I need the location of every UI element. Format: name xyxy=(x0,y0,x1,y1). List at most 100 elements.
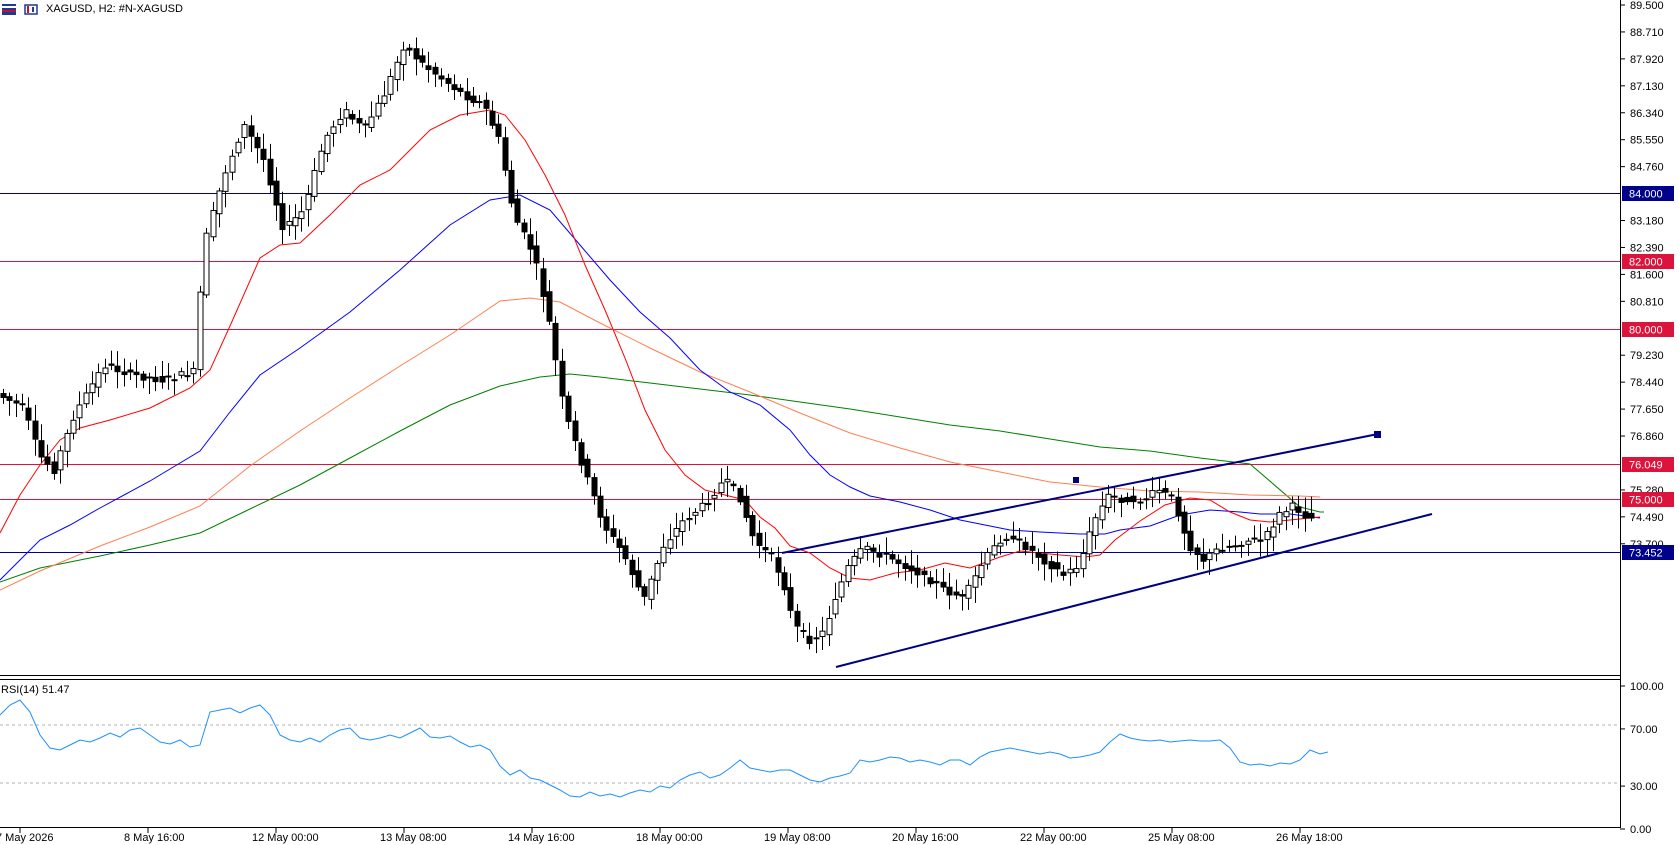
trend-channel[interactable] xyxy=(781,431,1433,668)
candle-body xyxy=(864,545,871,550)
candle-body xyxy=(241,124,248,138)
price-tick-label: 84.760 xyxy=(1630,162,1664,174)
candle-body xyxy=(616,538,623,548)
candle-body xyxy=(489,110,496,126)
candle-body xyxy=(44,456,51,465)
candle-body xyxy=(838,581,845,598)
price-tick-label: 86.340 xyxy=(1630,108,1664,120)
candle-body xyxy=(1073,568,1080,573)
candle-body xyxy=(1054,562,1061,570)
candle-body xyxy=(1251,537,1258,540)
candle-body xyxy=(400,49,407,66)
candle-body xyxy=(260,148,267,160)
candle-body xyxy=(787,587,794,611)
chart-type-icon[interactable] xyxy=(24,3,38,15)
candle-body xyxy=(311,169,318,197)
candle-body xyxy=(1162,488,1169,493)
candle-body xyxy=(1257,539,1264,542)
candle-body xyxy=(692,511,699,516)
price-tick-label: 82.390 xyxy=(1630,242,1664,254)
candle-body xyxy=(1175,496,1182,517)
candle-body xyxy=(1003,538,1010,542)
ma-long-line xyxy=(0,373,1324,583)
channel-lower-line[interactable] xyxy=(835,513,1433,668)
candle-body xyxy=(641,586,648,597)
time-tick-label: 8 May 16:00 xyxy=(124,832,185,844)
candle-body xyxy=(184,375,191,378)
candle-body xyxy=(13,400,20,404)
candle-body xyxy=(667,539,674,549)
time-axis: 7 May 2026 8 May 16:00 12 May 00:00 13 May … xyxy=(0,828,1343,844)
candle-body xyxy=(908,565,915,572)
rsi-tick-label: 70.00 xyxy=(1630,724,1658,736)
time-tick-label: 19 May 08:00 xyxy=(764,832,831,844)
level-price-tag xyxy=(1622,254,1674,269)
candle-body xyxy=(1016,538,1023,541)
level-price-tag xyxy=(1622,545,1674,560)
candle-body xyxy=(1206,552,1213,561)
candle-body xyxy=(25,407,32,421)
candle-body xyxy=(1156,489,1163,494)
price-tick-label: 74.490 xyxy=(1630,512,1664,524)
candle-body xyxy=(432,66,439,75)
candle-body xyxy=(127,369,134,373)
candle-body xyxy=(495,123,502,137)
time-tick-label: 7 May 2026 xyxy=(0,832,53,844)
price-tick-label: 77.650 xyxy=(1630,404,1664,416)
candle-body xyxy=(610,528,617,537)
candle-body xyxy=(749,515,756,537)
candle-body xyxy=(483,99,490,109)
candle-body xyxy=(1124,496,1131,503)
candle-body xyxy=(737,487,744,503)
candle-body xyxy=(1213,548,1220,555)
level-price-labels: 84.000 82.000 80.000 76.049 75.000 73.452 xyxy=(1622,186,1674,560)
time-tick-label: 20 May 16:00 xyxy=(892,832,959,844)
candle-body xyxy=(552,322,559,361)
moving-averages xyxy=(0,109,1324,591)
price-tick-label: 89.500 xyxy=(1630,0,1664,12)
candle-body xyxy=(972,575,979,588)
candle-body xyxy=(229,155,236,173)
candle-body xyxy=(514,198,521,223)
candle-body xyxy=(121,371,128,376)
candle-body xyxy=(946,586,953,596)
channel-anchor-point[interactable] xyxy=(1073,477,1079,483)
candle-body xyxy=(686,518,693,521)
time-tick-label: 12 May 00:00 xyxy=(252,832,319,844)
candle-body xyxy=(394,61,401,81)
candle-body xyxy=(502,137,509,171)
price-tick-label: 83.180 xyxy=(1630,216,1664,228)
rsi-tick-label: 30.00 xyxy=(1630,781,1658,793)
candle-body xyxy=(603,516,610,531)
candle-body xyxy=(32,420,39,440)
candle-body xyxy=(470,95,477,104)
candle-body xyxy=(806,635,813,644)
candle-body xyxy=(445,77,452,84)
candle-body xyxy=(1041,554,1048,565)
candle-body xyxy=(857,548,864,559)
candle-body xyxy=(235,141,242,154)
candle-body xyxy=(1010,535,1017,540)
candle-body xyxy=(83,392,90,405)
candle-body xyxy=(705,503,712,506)
time-tick-label: 14 May 16:00 xyxy=(508,832,575,844)
chart-header: XAGUSD, H2: #N-XAGUSD xyxy=(0,0,183,18)
candle-body xyxy=(578,442,585,466)
candle-body xyxy=(1099,505,1106,521)
rsi-indicator-label: RSI(14) 51.47 xyxy=(1,684,69,696)
channel-upper-line[interactable] xyxy=(781,433,1379,554)
candle-body xyxy=(51,461,58,474)
candle-body xyxy=(978,564,985,579)
candle-body xyxy=(1118,497,1125,503)
candle-body xyxy=(1143,498,1150,501)
candle-body xyxy=(895,559,902,565)
candle-body xyxy=(533,245,540,264)
price-tick-label: 87.920 xyxy=(1630,54,1664,66)
candle-body xyxy=(457,87,464,92)
candle-body xyxy=(1086,531,1093,555)
candle-body xyxy=(984,551,991,565)
candle-body xyxy=(565,395,572,422)
channel-end-point[interactable] xyxy=(1374,431,1381,438)
candle-body xyxy=(730,483,737,487)
